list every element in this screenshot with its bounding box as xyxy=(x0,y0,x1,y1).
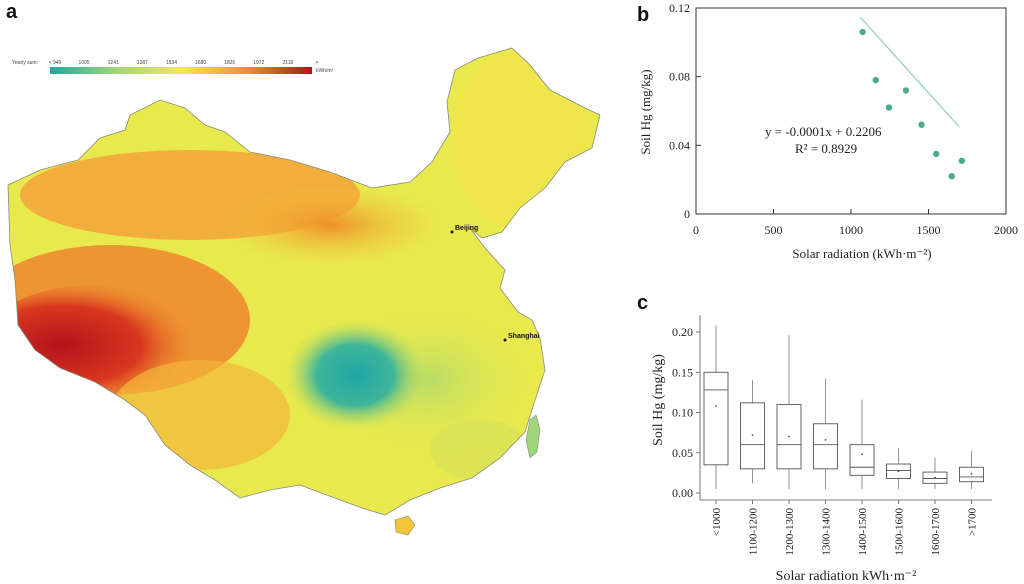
map-legend-tick: 1241 xyxy=(108,60,119,66)
scatter-y-tick-label: 0.04 xyxy=(669,138,690,152)
scatter-point xyxy=(918,121,925,128)
map-legend-tick: 1095 xyxy=(79,60,90,66)
box-rect xyxy=(740,402,765,470)
solar-radiation-map: Yearly sum: < 949 1095 1241 1387 1534 1680 182… xyxy=(7,47,601,536)
box-rect xyxy=(886,463,911,479)
box-rect xyxy=(922,471,948,484)
scatter-equation: y = -0.0001x + 0.2206 xyxy=(765,124,882,139)
scatter-plot-frame xyxy=(695,7,1007,215)
scatter-x-tick-label: 500 xyxy=(765,223,783,237)
map-legend-tick: 1387 xyxy=(137,60,148,66)
scatter-chart: 0 0.04 0.08 0.12 0 500 1000 1500 2000 y = -0.00… xyxy=(638,1,1018,261)
box-x-tick-label: 1600-1700 xyxy=(930,508,942,556)
map-legend-title: Yearly sum: xyxy=(12,60,38,66)
map-legend-tick: 1972 xyxy=(253,60,264,66)
map-legend-tick: > xyxy=(316,60,319,66)
map-legend-tick: 1680 xyxy=(195,60,206,66)
city-marker-shanghai xyxy=(503,338,507,342)
box-y-tick-label: 0.00 xyxy=(672,486,693,500)
scatter-x-tick-label: 2000 xyxy=(994,223,1018,237)
scatter-x-axis-label: Solar radiation (kWh·m⁻²) xyxy=(792,246,931,261)
scatter-y-tick-label: 0.08 xyxy=(669,70,690,84)
box-x-axis-label: Solar radiation kWh·m⁻² xyxy=(776,569,917,584)
box-x-tick-label: 1500-1600 xyxy=(894,508,906,556)
box-item xyxy=(849,399,875,489)
scatter-point xyxy=(872,76,879,84)
box-y-ticks: 0.00 0.05 0.10 0.15 0.20 xyxy=(672,325,700,500)
box-item xyxy=(959,451,984,489)
box-rect xyxy=(776,403,802,470)
city-marker-beijing xyxy=(450,230,454,234)
box-x-ticks: <1000 1100-1200 1200-1300 1300-1400 1400-150… xyxy=(711,500,979,556)
box-x-tick-label: 1300-1400 xyxy=(821,508,833,556)
box-mean-dot xyxy=(897,470,900,473)
box-item xyxy=(813,378,838,489)
map-country-fill xyxy=(8,48,600,515)
city-label-shanghai: Shanghai xyxy=(508,333,540,340)
scatter-point xyxy=(859,28,866,36)
map-legend-colorbar xyxy=(50,67,312,74)
map-legend-tick: 1534 xyxy=(166,60,177,66)
box-item xyxy=(922,457,948,489)
hainan-island xyxy=(394,515,416,536)
scatter-x-tick-label: 1000 xyxy=(839,223,863,237)
panel-letter-c: c xyxy=(637,292,649,314)
box-x-tick-label: <1000 xyxy=(711,508,723,537)
map-legend-unit: kWh/m² xyxy=(316,68,334,74)
box-x-tick-label: >1700 xyxy=(967,508,979,537)
scatter-point xyxy=(902,87,910,94)
box-y-tick-label: 0.10 xyxy=(672,406,693,420)
box-mean-dot xyxy=(715,405,717,407)
city-label-beijing: Beijing xyxy=(455,225,478,232)
scatter-r-squared: R² = 0.8929 xyxy=(795,141,857,156)
box-rect xyxy=(703,371,729,466)
box-mean-dot xyxy=(861,453,863,456)
box-item xyxy=(886,447,911,489)
scatter-trendline xyxy=(859,16,960,128)
scatter-x-tick-label: 1500 xyxy=(917,223,941,237)
scatter-y-tick-label: 0 xyxy=(684,207,690,221)
box-rect xyxy=(849,444,875,476)
scatter-x-tick-label: 0 xyxy=(693,223,699,237)
box-rect xyxy=(813,423,838,470)
box-item xyxy=(776,335,802,489)
scatter-point xyxy=(885,104,893,111)
box-mean-dot xyxy=(970,472,973,475)
scatter-point xyxy=(933,150,940,158)
box-mean-dot xyxy=(751,434,754,436)
box-rect xyxy=(959,466,984,483)
box-mean-dot xyxy=(824,438,827,441)
map-legend-ticks: < 949 1095 1241 1387 1534 1680 1826 1972 2118 > xyxy=(49,60,319,66)
taiwan-island xyxy=(525,414,541,459)
scatter-points xyxy=(859,28,966,180)
box-y-tick-label: 0.05 xyxy=(672,446,693,460)
box-chart: 0.00 0.05 0.10 0.15 0.20 <1000 1100-1200 1200-… xyxy=(651,315,992,584)
box-series xyxy=(703,325,984,489)
box-y-axis-label: Soil Hg (mg/kg) xyxy=(651,354,666,446)
box-x-tick-label: 1200-1300 xyxy=(784,508,796,556)
scatter-y-tick-label: 0.12 xyxy=(669,1,690,15)
map-legend-tick: < 949 xyxy=(49,60,62,66)
scatter-x-ticks: 0 500 1000 1500 2000 xyxy=(693,209,1018,237)
scatter-y-ticks: 0 0.04 0.08 0.12 xyxy=(669,1,701,221)
box-mean-dot xyxy=(934,476,936,479)
scatter-point xyxy=(948,173,955,180)
panel-letter-b: b xyxy=(637,4,650,26)
box-mean-dot xyxy=(788,435,790,438)
scatter-y-axis-label: Soil Hg (mg/kg) xyxy=(638,69,653,154)
box-item xyxy=(703,325,729,489)
panel-letter-a: a xyxy=(6,1,18,23)
box-item xyxy=(740,380,765,484)
map-legend-tick: 2118 xyxy=(283,60,294,66)
map-legend-tick: 1826 xyxy=(224,60,235,66)
scatter-point xyxy=(958,157,966,164)
box-x-tick-label: 1100-1200 xyxy=(748,508,760,556)
box-y-tick-label: 0.20 xyxy=(672,325,693,339)
box-y-tick-label: 0.15 xyxy=(672,365,693,379)
box-x-tick-label: 1400-1500 xyxy=(857,508,869,556)
